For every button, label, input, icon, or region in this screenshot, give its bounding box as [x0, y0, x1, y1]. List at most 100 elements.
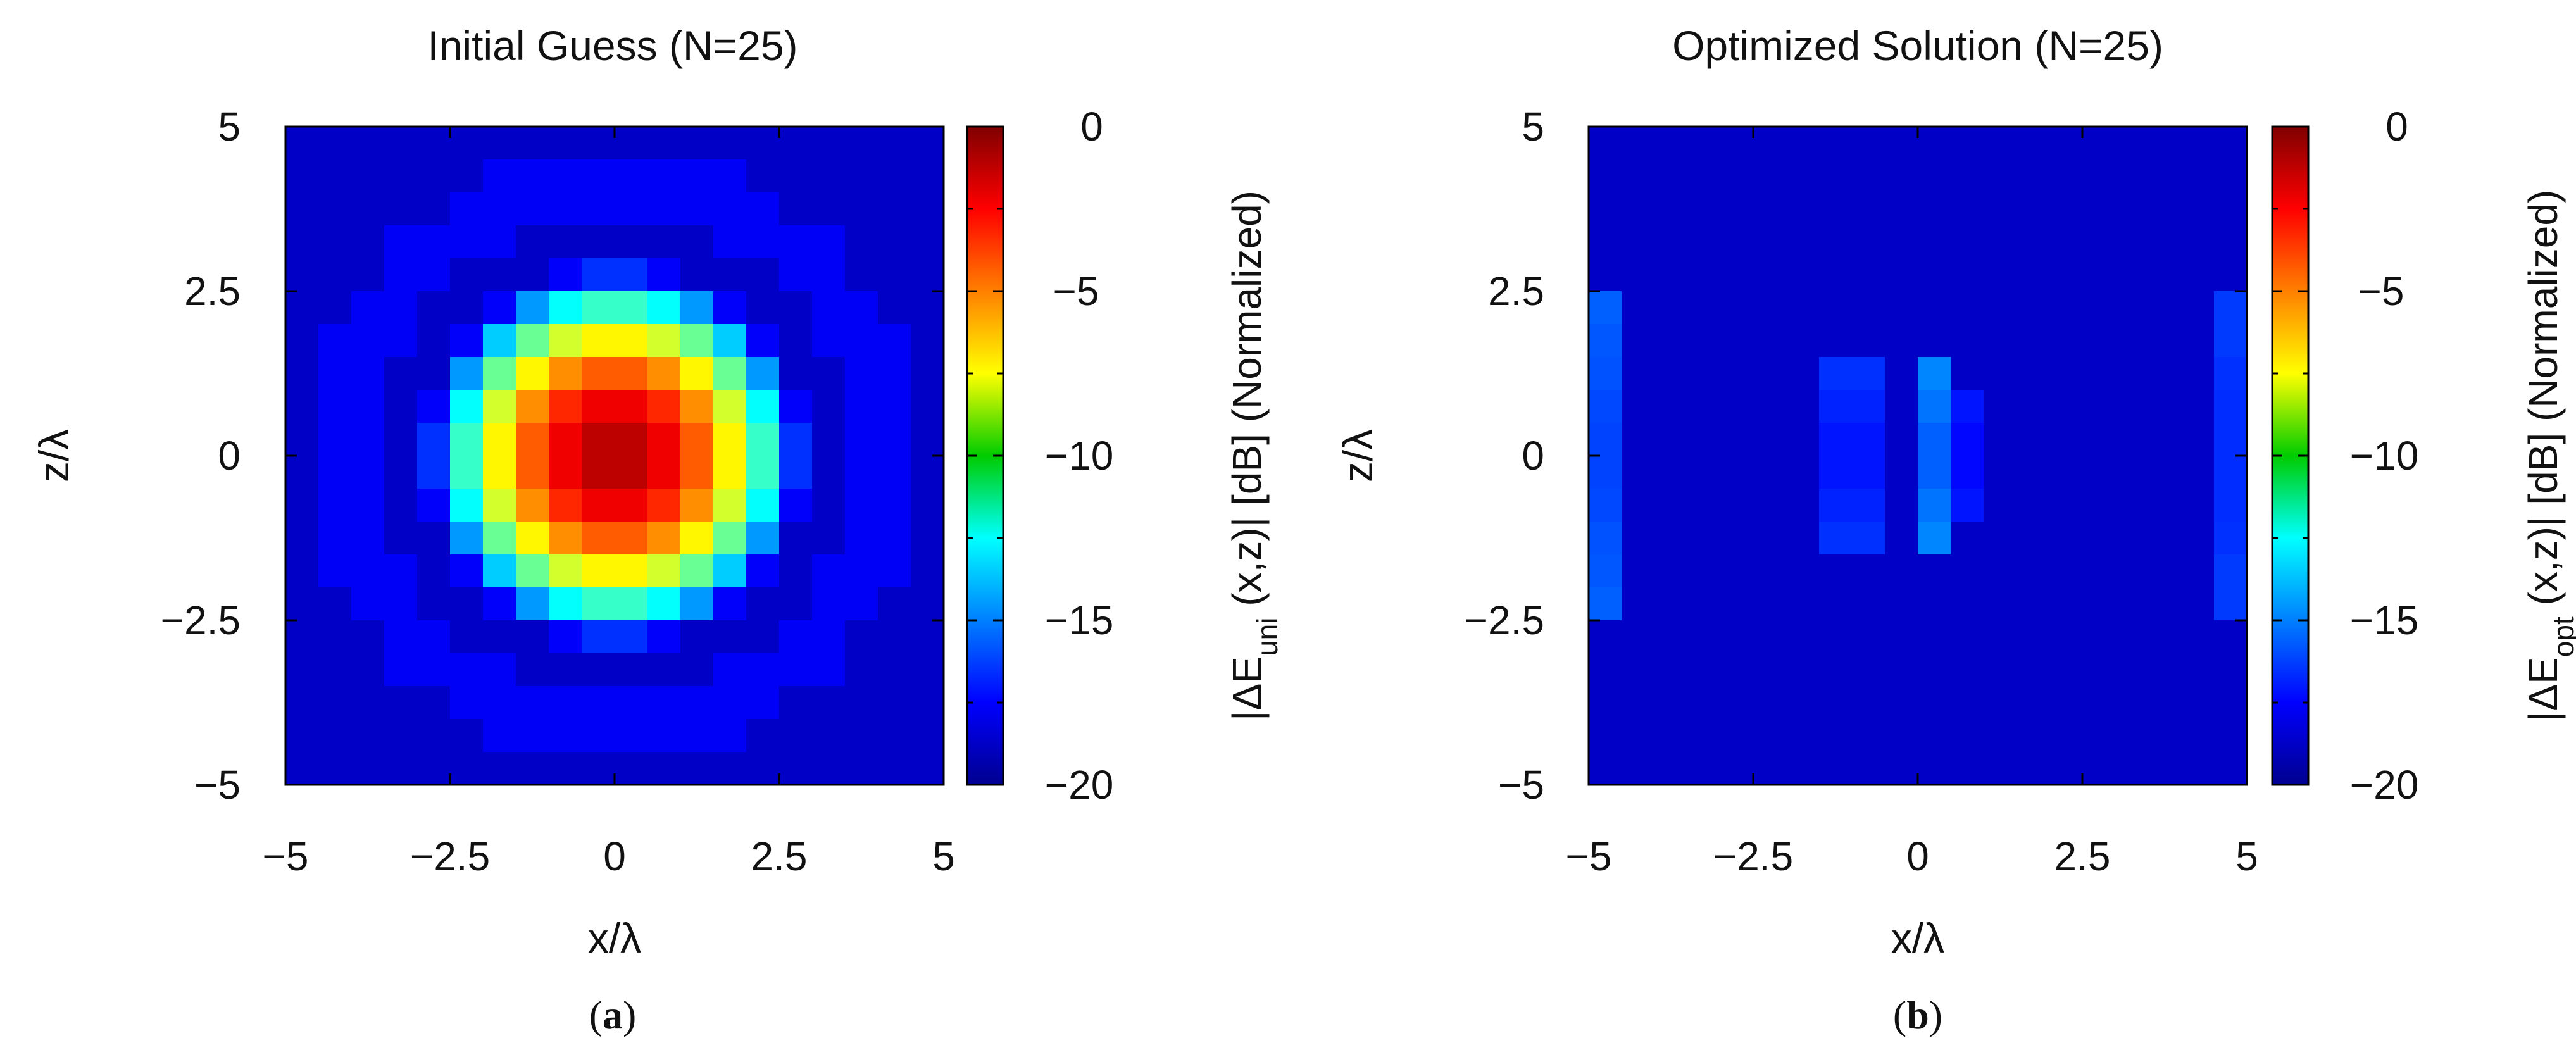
panel-b-heatmap-cell	[1589, 686, 1622, 720]
panel-a-heatmap-cell	[549, 225, 582, 259]
panel-a-heatmap-cell	[812, 127, 846, 160]
panel-b-heatmap-cell	[1720, 159, 1754, 193]
panel-b-heatmap-cell	[2049, 686, 2083, 720]
panel-b-heatmap-cell	[1753, 522, 1787, 555]
panel-a-y-axis-label: z/λ	[30, 429, 77, 482]
panel-b-heatmap-cell	[2181, 522, 2215, 555]
panel-b-heatmap-cell	[1852, 752, 1885, 785]
panel-b-heatmap-cell	[2049, 324, 2083, 358]
panel-a-heatmap-cell	[483, 456, 516, 489]
panel-b-heatmap-cell	[1885, 127, 1918, 160]
panel-b-heatmap-cell	[2214, 489, 2248, 522]
panel-b-heatmap-cell	[2049, 554, 2083, 588]
panel-b-heatmap-cell	[1786, 258, 1820, 292]
panel-b-heatmap-cell	[1753, 324, 1787, 358]
panel-b-heatmap-cell	[1885, 324, 1918, 358]
panel-a-heatmap-cell	[713, 357, 747, 391]
panel-b-heatmap-cell	[1885, 159, 1918, 193]
panel-a-heatmap-cell	[516, 752, 549, 785]
panel-b-caption-letter: b	[1906, 992, 1929, 1037]
panel-b-heatmap-cell	[1852, 390, 1885, 423]
panel-a-heatmap-cell	[911, 752, 944, 785]
panel-b-heatmap-cell	[1819, 522, 1853, 555]
panel-a-colorbar-ticks	[967, 125, 1003, 786]
panel-a-heatmap-cell	[549, 489, 582, 522]
panel-b-heatmap-cell	[2115, 554, 2149, 588]
panel-a-heatmap-cell	[516, 357, 549, 391]
panel-a-heatmap-cell	[647, 752, 681, 785]
panel-a-heatmap-cell	[647, 423, 681, 456]
panel-a-heatmap-cell	[746, 192, 780, 226]
panel-b-heatmap-cell	[2181, 357, 2215, 391]
panel-b-heatmap-cell	[1687, 423, 1721, 456]
panel-b-heatmap-cell	[1951, 225, 1984, 259]
panel-a-heatmap-cell	[713, 554, 747, 588]
panel-a-heatmap-cell	[680, 752, 714, 785]
panel-a-heatmap-cell	[812, 258, 846, 292]
panel-a-heatmap-cell	[351, 390, 385, 423]
panel-b-heatmap-cell	[2148, 522, 2182, 555]
panel-a-heatmap-cell	[713, 258, 747, 292]
panel-b-heatmap-cell	[1819, 554, 1853, 588]
panel-a-heatmap-cell	[845, 258, 878, 292]
panel-a-heatmap-cell	[615, 587, 648, 621]
panel-b-heatmap-cell	[1918, 324, 1951, 358]
panel-a-heatmap-cell	[516, 489, 549, 522]
panel-a-heatmap-cell	[384, 587, 418, 621]
panel-a-heatmap-cell	[549, 456, 582, 489]
panel-a-heatmap-cell	[549, 357, 582, 391]
panel-b-heatmap-cell	[2082, 291, 2116, 325]
panel-a-heatmap-cell	[582, 159, 615, 193]
panel-a-heatmap-cell	[549, 159, 582, 193]
panel-a-heatmap-cell	[549, 752, 582, 785]
panel-b-heatmap-cell	[2016, 620, 2050, 654]
panel-a-heatmap-cell	[812, 225, 846, 259]
panel-b-heatmap-cell	[2049, 357, 2083, 391]
panel-b-heatmap-cell	[1622, 127, 1655, 160]
panel-a-heatmap-cell	[911, 258, 944, 292]
panel-a-heatmap-cell	[779, 192, 813, 226]
panel-b-xtick-label: 5	[2235, 834, 2258, 879]
panel-a-heatmap-cell	[318, 192, 352, 226]
panel-a-colorbar-label-suffix: (x,z)| [dB] (Normalized)	[1224, 191, 1270, 618]
panel-b-heatmap-cell	[2148, 752, 2182, 785]
panel-a-heatmap-cell	[516, 554, 549, 588]
panel-b-heatmap-cell	[1786, 324, 1820, 358]
panel-a-heatmap-cell	[713, 159, 747, 193]
panel-a-heatmap-cell	[582, 258, 615, 292]
panel-a-heatmap-cell	[417, 192, 451, 226]
panel-b-heatmap-cell	[1687, 554, 1721, 588]
panel-a-heatmap-cell	[647, 192, 681, 226]
panel-b-heatmap-cell	[1885, 522, 1918, 555]
panel-a-heatmap-cell	[878, 324, 911, 358]
panel-a-heatmap-cell	[911, 620, 944, 654]
panel-b-heatmap-cell	[1951, 357, 1984, 391]
panel-a-heatmap-cell	[779, 127, 813, 160]
panel-a-heatmap-cell	[351, 719, 385, 753]
panel-b-heatmap-cell	[1918, 620, 1951, 654]
panel-a-heatmap-cell	[878, 127, 911, 160]
panel-a-heatmap-cell	[318, 719, 352, 753]
panel-a-heatmap-cell	[878, 554, 911, 588]
panel-b-heatmap-cell	[1753, 258, 1787, 292]
panel-b-heatmap-cell	[2115, 719, 2149, 753]
panel-b-heatmap-cell	[2148, 653, 2182, 687]
panel-a-heatmap-cell	[647, 159, 681, 193]
panel-a-heatmap-cell	[450, 752, 484, 785]
panel-b-heatmap-cell	[2115, 127, 2149, 160]
panel-b-heatmap-cell	[1852, 686, 1885, 720]
panel-b-heatmap-cell	[2049, 390, 2083, 423]
panel-b-heatmap-cell	[1852, 357, 1885, 391]
panel-b-heatmap-cell	[2049, 225, 2083, 259]
panel-b-colorbar-label-suffix: (x,z)| [dB] (Normalized)	[2520, 190, 2566, 617]
panel-a-heatmap-cell	[549, 324, 582, 358]
panel-a-heatmap-cell	[285, 390, 319, 423]
panel-b-heatmap-cell	[1687, 653, 1721, 687]
panel-b-heatmap-cell	[1951, 620, 1984, 654]
panel-b-heatmap-cell	[1720, 686, 1754, 720]
panel-a-heatmap-cell	[779, 390, 813, 423]
panel-a-heatmap-cell	[549, 686, 582, 720]
panel-a-heatmap-cell	[285, 258, 319, 292]
panel-b-heatmap-cell	[2115, 390, 2149, 423]
panel-a-heatmap-cell	[746, 456, 780, 489]
